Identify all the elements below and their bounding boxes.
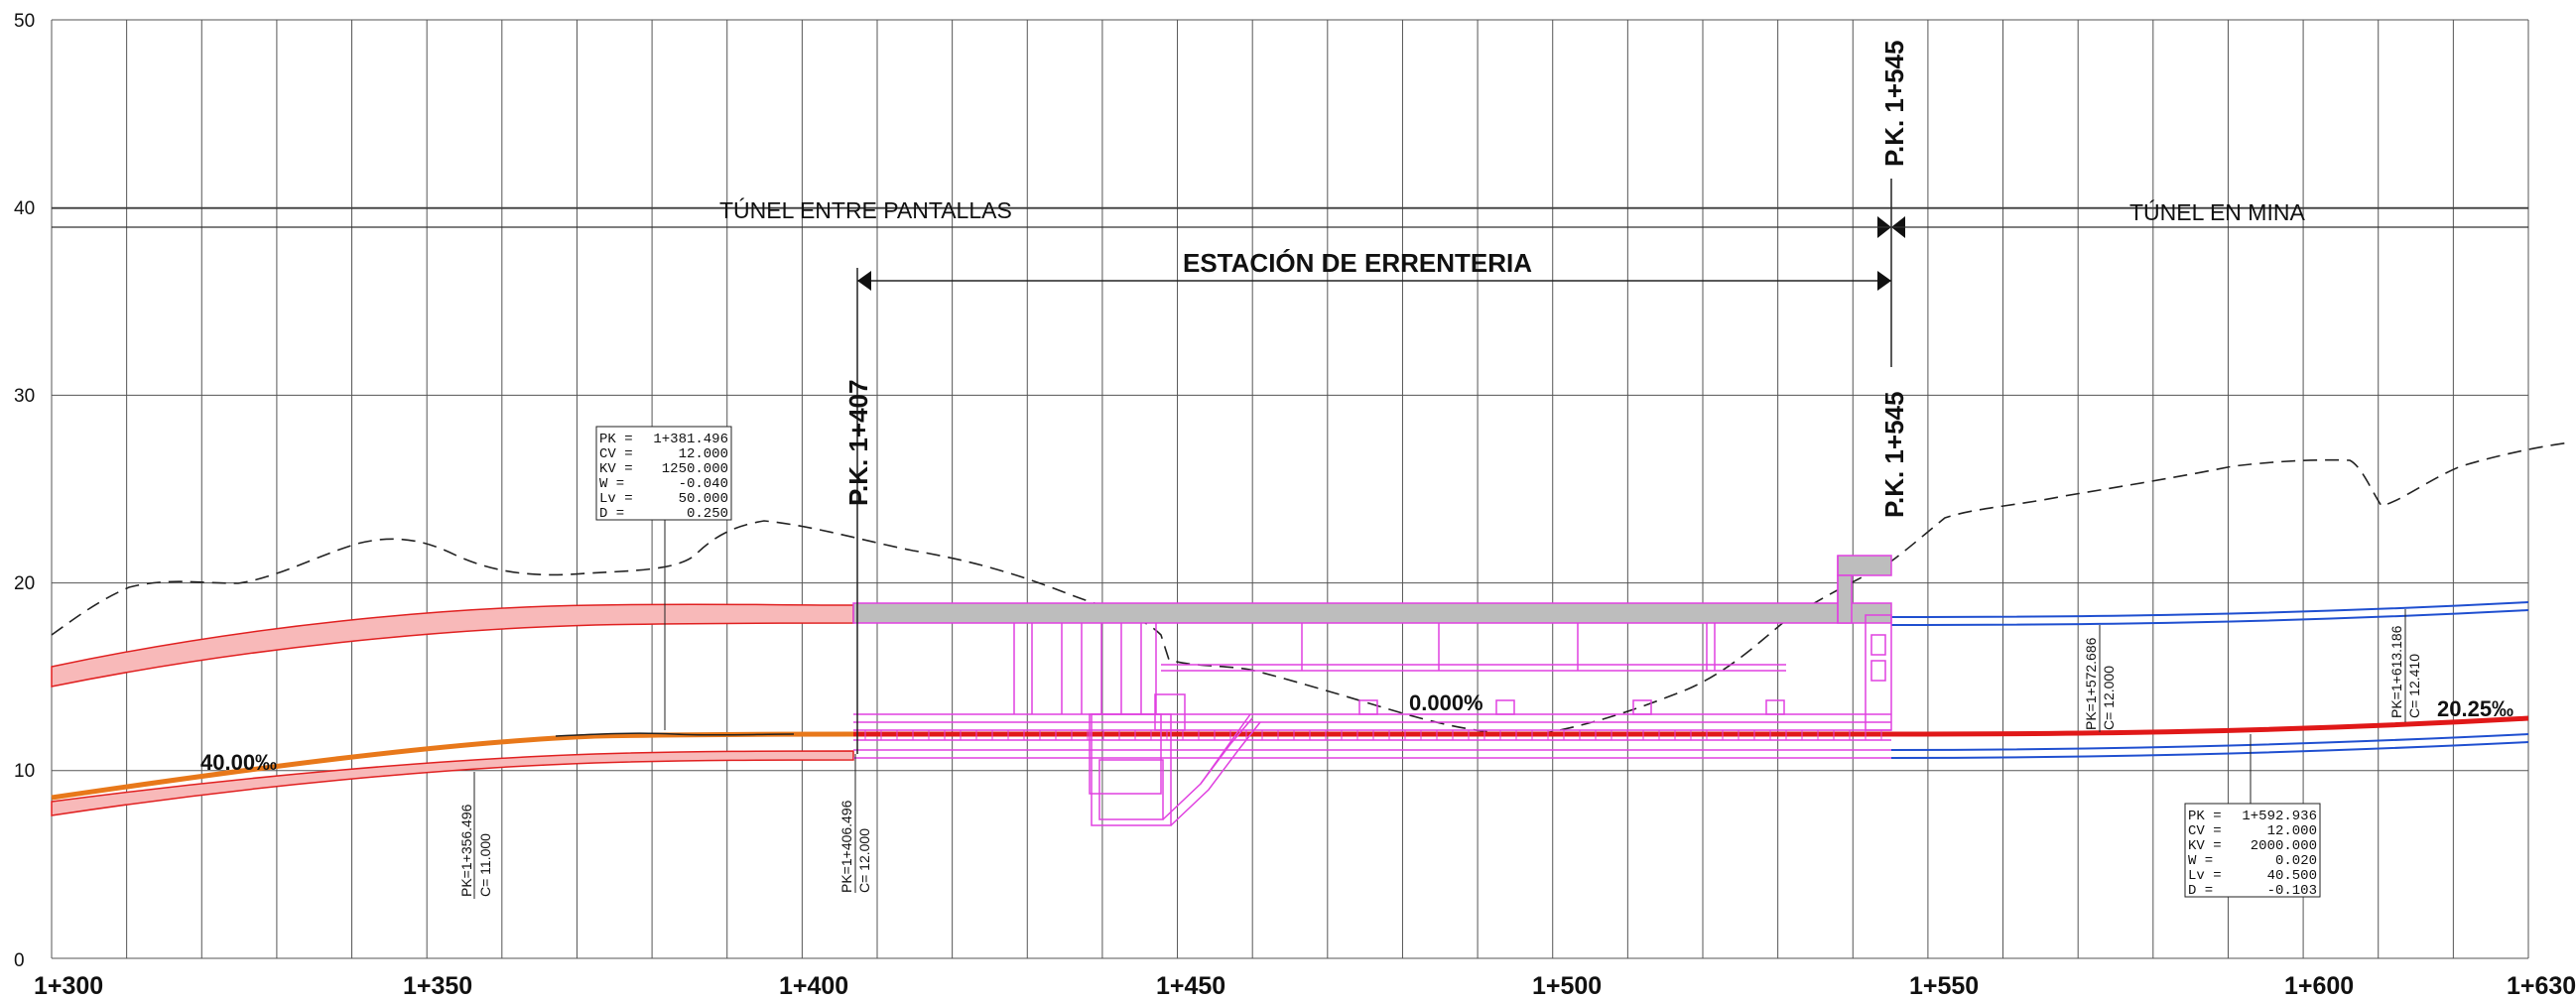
curve-key: Lv = — [599, 491, 633, 507]
slope-right-label: 20.25‰ — [2437, 696, 2513, 721]
vertical-c-text: C= 11.000 — [477, 833, 493, 897]
section-left-label: TÚNEL ENTRE PANTALLAS — [719, 197, 1012, 223]
x-tick-label: 1+600 — [2284, 972, 2354, 1000]
slope-left-label: 40.00‰ — [200, 750, 277, 775]
curve-value: 12.000 — [679, 446, 728, 462]
curve-value: 12.000 — [2267, 823, 2317, 839]
pk-end-bottom-label: P.K. 1+545 — [1879, 392, 1909, 518]
tunnel-band-upper — [51, 603, 854, 688]
x-tick-label: 1+300 — [34, 972, 103, 1000]
curve-key: KV = — [2188, 838, 2222, 854]
curve-key: D = — [2188, 883, 2213, 899]
x-tick-label: 1+400 — [779, 972, 848, 1000]
vertical-c-text: C= 12.410 — [2406, 654, 2422, 718]
station-structure — [852, 555, 1892, 826]
curve-value: 2000.000 — [2251, 838, 2317, 854]
tunnel-band-lower — [51, 750, 854, 816]
vertical-pk-text: PK=1+406.496 — [838, 800, 854, 893]
curve-value: 1+592.936 — [2242, 809, 2317, 824]
pk-end-top-label: P.K. 1+545 — [1879, 41, 1909, 167]
curve-value: 0.020 — [2275, 853, 2317, 869]
rail-red — [853, 715, 2529, 737]
y-tick-label: 50 — [14, 11, 35, 32]
y-tick-label: 40 — [14, 198, 35, 219]
x-tick-label: 1+350 — [403, 972, 472, 1000]
curve-value: -0.103 — [2267, 883, 2317, 899]
y-tick-label: 30 — [14, 386, 35, 407]
pk-start-label: P.K. 1+407 — [843, 380, 873, 506]
curve-value: 50.000 — [679, 491, 728, 507]
x-axis-labels: 1+300 1+350 1+400 1+450 1+500 1+550 1+60… — [34, 972, 2576, 1000]
curve-value: 1250.000 — [662, 461, 728, 477]
grid — [51, 19, 2529, 959]
vertical-curve-box-1: PK = 1+381.496 CV = 12.000 KV = 1250.000… — [595, 426, 732, 730]
curve-key: PK = — [2188, 809, 2222, 824]
vertical-c-text: C= 12.000 — [856, 828, 872, 893]
curve-key: CV = — [599, 446, 633, 462]
curve-key: D = — [599, 506, 624, 522]
x-tick-label: 1+500 — [1532, 972, 1602, 1000]
curve-value: 40.500 — [2267, 868, 2317, 884]
vertical-pk-text: PK=1+613.186 — [2388, 625, 2404, 718]
curve-key: Lv = — [2188, 868, 2222, 884]
curve-value: -0.040 — [679, 476, 728, 492]
y-axis-labels: 0 10 20 30 40 50 — [14, 11, 35, 971]
vertical-c-text: C= 12.000 — [2101, 666, 2117, 730]
x-tick-label: 1+550 — [1909, 972, 1979, 1000]
vertical-pk-text: PK=1+572.686 — [2083, 637, 2099, 730]
curve-key: PK = — [599, 432, 633, 447]
vertical-curve-box-2: PK = 1+592.936 CV = 12.000 KV = 2000.000… — [2184, 734, 2321, 899]
section-right-label: TÚNEL EN MINA — [2129, 199, 2305, 225]
curve-key: W = — [2188, 853, 2213, 869]
slope-middle-label: 0.000% — [1409, 690, 1483, 715]
curve-key: CV = — [2188, 823, 2222, 839]
y-tick-label: 20 — [14, 573, 35, 594]
mine-tunnel — [1890, 601, 2529, 759]
curve-key: KV = — [599, 461, 633, 477]
y-tick-label: 10 — [14, 761, 35, 782]
curve-key: W = — [599, 476, 624, 492]
vertical-pk-labels: PK=1+356.496 C= 11.000 PK=1+406.496 C= 1… — [458, 609, 2422, 899]
y-tick-label: 0 — [14, 950, 25, 971]
curve-value: 1+381.496 — [653, 432, 728, 447]
x-tick-label: 1+450 — [1156, 972, 1225, 1000]
terrain-line — [51, 441, 2571, 736]
curve-value: 0.250 — [687, 506, 728, 522]
rail-dark — [555, 732, 795, 737]
rail-ties — [864, 730, 1882, 740]
station-label: ESTACIÓN DE ERRENTERIA — [1183, 248, 1532, 278]
vertical-pk-text: PK=1+356.496 — [458, 804, 474, 897]
section-bands — [52, 207, 2528, 228]
x-tick-label: 1+630 — [2507, 972, 2576, 1000]
